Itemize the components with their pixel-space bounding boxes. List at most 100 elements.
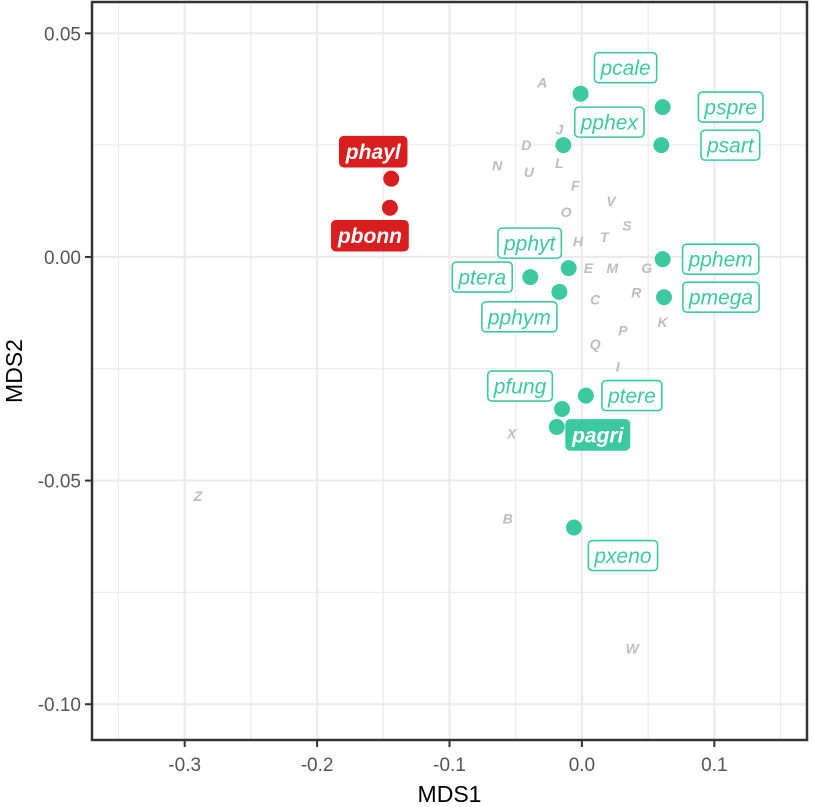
label-pcale: pcale — [593, 51, 658, 84]
letter-label: K — [658, 314, 669, 330]
letter-label: X — [506, 426, 518, 442]
label-box — [486, 370, 554, 402]
y-tick-label: 0.00 — [44, 248, 81, 269]
label-text: psart — [706, 135, 755, 158]
axis-ticks: -0.3 -0.2 -0.1 0.0 0.1 0.05 0.00 -0.05 -0.10 — [38, 24, 728, 776]
label-phayl: phayl — [339, 135, 408, 168]
letter-labels: A J D L N U F V O S H TE M GR C K P QI X Z B W — [193, 75, 669, 657]
letter-label: O — [561, 204, 572, 220]
label-box — [587, 539, 659, 572]
label-pphyt: pphyt — [497, 227, 563, 259]
label-ptera: ptera — [451, 261, 514, 293]
label-text: pphym — [487, 306, 551, 329]
label-pphex: pphex — [573, 106, 645, 138]
point-pphym — [551, 283, 568, 300]
letter-label: F — [571, 177, 580, 193]
letter-label: E — [584, 260, 594, 276]
x-tick-label: 0.1 — [701, 755, 727, 776]
point-ptera — [522, 269, 539, 286]
label-pspre: pspre — [697, 91, 764, 123]
label-text: pphem — [688, 249, 753, 272]
label-text: pxeno — [593, 545, 652, 568]
x-tick-label: 0.0 — [569, 755, 595, 776]
label-box — [682, 281, 760, 314]
label-pmega: pmega — [682, 281, 760, 314]
species-labels: pcale pspre pphex psart phayl pbonn pphyt ptera… — [331, 51, 764, 572]
letter-label: T — [600, 229, 610, 245]
y-tick-label: -0.05 — [38, 472, 81, 493]
label-box — [601, 379, 663, 412]
letter-label: W — [626, 640, 641, 656]
label-text: ptere — [607, 385, 656, 408]
letter-label: V — [606, 193, 617, 209]
point-phayl — [383, 170, 400, 187]
point-pspre — [654, 99, 671, 116]
point-pbonn — [381, 199, 398, 216]
label-psart: psart — [700, 129, 761, 161]
letter-label: D — [521, 137, 531, 153]
label-text: pbonn — [337, 225, 402, 248]
label-text: ptera — [457, 267, 506, 290]
label-box — [697, 91, 764, 123]
label-pfung: pfung — [486, 370, 554, 402]
point-psart — [653, 137, 670, 154]
label-text: pphex — [580, 112, 640, 135]
point-pphyt — [560, 260, 577, 277]
letter-label: B — [503, 511, 513, 527]
label-box — [593, 51, 658, 84]
species-points — [381, 85, 672, 536]
letter-label: I — [616, 359, 621, 375]
x-tick-label: -0.1 — [433, 755, 466, 776]
letter-label: N — [492, 157, 503, 173]
point-pcale — [572, 85, 589, 102]
grid-lines — [92, 2, 807, 740]
x-axis-title: MDS1 — [418, 781, 482, 807]
label-text: pcale — [599, 57, 650, 80]
label-box — [497, 227, 563, 259]
label-text: pagri — [571, 424, 625, 447]
point-pphex — [555, 137, 572, 154]
label-box — [481, 301, 558, 333]
point-pphem — [654, 251, 671, 268]
point-pxeno — [565, 519, 582, 536]
y-tick-label: 0.05 — [44, 24, 81, 45]
letter-label: P — [618, 323, 628, 339]
label-pphem: pphem — [681, 243, 760, 275]
y-axis-title: MDS2 — [1, 339, 27, 403]
label-text: pphyt — [503, 233, 557, 256]
x-tick-label: -0.3 — [168, 755, 201, 776]
label-pagri: pagri — [565, 419, 631, 451]
letter-label: S — [622, 218, 632, 234]
label-box — [339, 135, 408, 168]
label-pphym: pphym — [481, 301, 558, 333]
letter-label: J — [555, 121, 564, 137]
label-text: phayl — [345, 141, 402, 164]
letter-label: R — [631, 285, 642, 301]
letter-label: C — [590, 291, 601, 307]
y-tick-label: -0.10 — [38, 695, 81, 716]
letter-label: L — [555, 155, 564, 171]
label-box — [681, 243, 760, 275]
letter-label: Z — [193, 488, 203, 504]
label-text: pspre — [703, 97, 757, 120]
label-text: pmega — [688, 287, 753, 310]
point-pfung — [554, 401, 571, 418]
label-text: pfung — [493, 376, 547, 399]
letter-label: M — [607, 260, 619, 276]
point-pagri — [548, 418, 565, 435]
letter-label: H — [573, 233, 584, 249]
label-box — [573, 106, 645, 138]
label-box — [565, 419, 631, 451]
label-box — [331, 219, 409, 252]
label-ptere: ptere — [601, 379, 663, 412]
letter-label: G — [641, 260, 652, 276]
label-pbonn: pbonn — [331, 219, 409, 252]
letter-label: U — [524, 164, 535, 180]
letter-label: Q — [590, 336, 601, 352]
point-ptere — [577, 387, 594, 404]
label-pxeno: pxeno — [587, 539, 659, 572]
letter-label: A — [536, 75, 547, 91]
x-tick-label: -0.2 — [301, 755, 334, 776]
label-box — [451, 261, 514, 293]
